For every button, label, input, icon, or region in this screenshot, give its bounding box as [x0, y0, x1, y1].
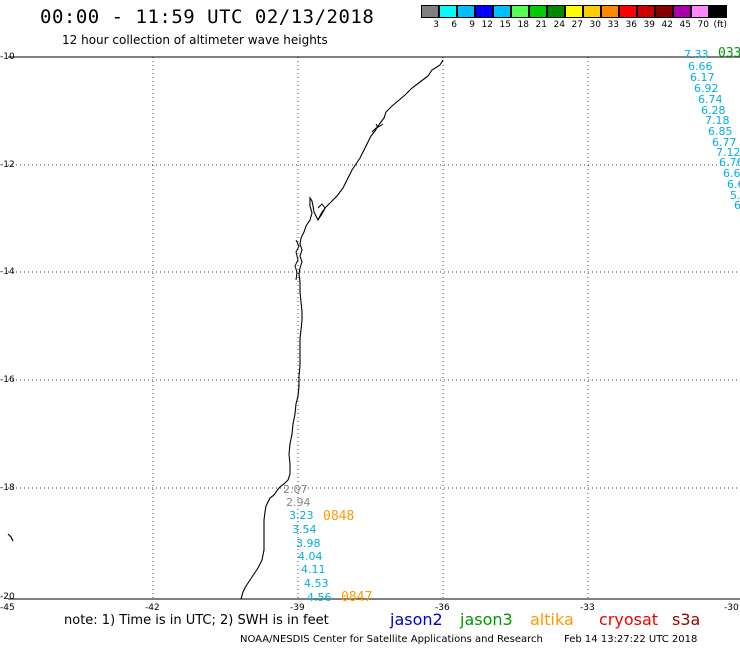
legend-label: (ft)	[713, 20, 727, 30]
x-tick-label: -33	[580, 603, 595, 613]
legend-swatch	[637, 5, 655, 18]
wave-height-value: 4.04	[298, 550, 323, 563]
legend-swatch	[655, 5, 673, 18]
legend-swatch	[673, 5, 691, 18]
y-tick-label: -20	[0, 592, 15, 602]
legend-swatch	[691, 5, 709, 18]
legend-label: 21	[535, 20, 547, 30]
legend-swatch	[547, 5, 565, 18]
y-tick-label: -10	[0, 52, 15, 62]
map-subtitle: 12 hour collection of altimeter wave hei…	[62, 33, 328, 47]
legend-label: 33	[607, 20, 619, 30]
wave-height-value: 6.6	[727, 178, 740, 191]
footer-timestamp: Feb 14 13:27:22 UTC 2018	[564, 634, 698, 645]
legend-swatch	[529, 5, 547, 18]
wave-height-value: 6.76	[719, 156, 740, 169]
legend-label: 42	[661, 20, 673, 30]
legend-label: 27	[571, 20, 583, 30]
satellite-altika: altika	[530, 610, 574, 629]
footer-agency: NOAA/NESDIS Center for Satellite Applica…	[240, 634, 543, 645]
wave-height-value: 6.77	[712, 136, 737, 149]
satellite-cryosat: cryosat	[599, 610, 659, 629]
wave-height-value: 6.28	[701, 104, 726, 117]
wave-height-value: 7.18	[705, 114, 730, 127]
legend-swatch	[457, 5, 475, 18]
map-gridlines	[8, 57, 740, 599]
legend-swatch	[475, 5, 493, 18]
legend-label: 24	[553, 20, 565, 30]
coast-inlet-2	[317, 203, 326, 221]
coast-fragment	[7, 533, 14, 542]
legend-swatch	[565, 5, 583, 18]
pass-time-label: 0848	[323, 509, 355, 524]
legend-swatch	[709, 5, 727, 18]
legend-label: 70	[697, 20, 709, 30]
wave-height-legend: 3 6 9 12 15 18 21 24 27 30 33 36 39 42 45 70 (ft)	[421, 5, 727, 30]
brazil-coastline	[240, 59, 444, 600]
y-tick-label: -14	[0, 267, 15, 277]
wave-height-value: 4.11	[301, 563, 326, 576]
legend-swatch	[619, 5, 637, 18]
legend-label: 6	[451, 20, 457, 30]
wave-height-value: 3.54	[292, 523, 317, 536]
wave-height-value: 4.53	[304, 577, 329, 590]
legend-label: 36	[625, 20, 637, 30]
legend-swatch	[439, 5, 457, 18]
wave-height-value: 6.17	[690, 71, 715, 84]
pass-time-label: 033	[718, 46, 740, 61]
wave-height-value: 6.74	[698, 93, 723, 106]
x-tick-label: -39	[290, 603, 305, 613]
wave-height-value: 4.56	[307, 591, 332, 604]
legend-swatch	[601, 5, 619, 18]
legend-label: 18	[517, 20, 529, 30]
wave-height-value: 3.98	[296, 537, 321, 550]
legend-label: 12	[481, 20, 493, 30]
x-tick-label: -36	[435, 603, 450, 613]
legend-label: 3	[433, 20, 439, 30]
legend-label: 30	[589, 20, 601, 30]
wave-height-value: 6.85	[708, 125, 733, 138]
wave-height-value: 3.23	[289, 509, 314, 522]
x-tick-label: -42	[145, 603, 160, 613]
wave-height-value: 6.66	[688, 60, 713, 73]
legend-swatch	[493, 5, 511, 18]
legend-swatch	[421, 5, 439, 18]
footer: NOAA/NESDIS Center for Satellite Applica…	[240, 634, 715, 645]
satellite-s3a: s3a	[672, 610, 701, 629]
x-tick-label: -45	[0, 603, 15, 613]
satellite-jason3: jason3	[460, 610, 513, 629]
map-note: note: 1) Time is in UTC; 2) SWH is in fe…	[64, 613, 329, 628]
y-tick-label: -12	[0, 160, 15, 170]
coast-inlet-3	[294, 239, 300, 281]
x-tick-label: -30	[724, 603, 739, 613]
wave-height-value: 5.	[730, 189, 740, 202]
wave-height-value: 6	[734, 199, 740, 212]
legend-swatch	[583, 5, 601, 18]
legend-label: 45	[679, 20, 691, 30]
wave-height-value: 7.33	[684, 48, 709, 61]
wave-height-value: 2.94	[286, 496, 311, 509]
legend-label: 15	[499, 20, 511, 30]
wave-height-value: 2.07	[283, 483, 308, 496]
legend-label: 9	[469, 20, 475, 30]
wave-height-value: 7.12	[716, 146, 740, 159]
coast-inlet-1	[371, 123, 384, 133]
pass-time-label: 0847	[341, 590, 373, 605]
map-title: 00:00 - 11:59 UTC 02/13/2018	[40, 6, 375, 28]
y-tick-label: -18	[0, 483, 15, 493]
legend-label: 39	[643, 20, 655, 30]
satellite-jason2: jason2	[390, 610, 443, 629]
legend-swatch	[511, 5, 529, 18]
wave-height-value: 6.6	[723, 167, 740, 180]
wave-height-value: 6.92	[694, 82, 719, 95]
y-tick-label: -16	[0, 375, 15, 385]
